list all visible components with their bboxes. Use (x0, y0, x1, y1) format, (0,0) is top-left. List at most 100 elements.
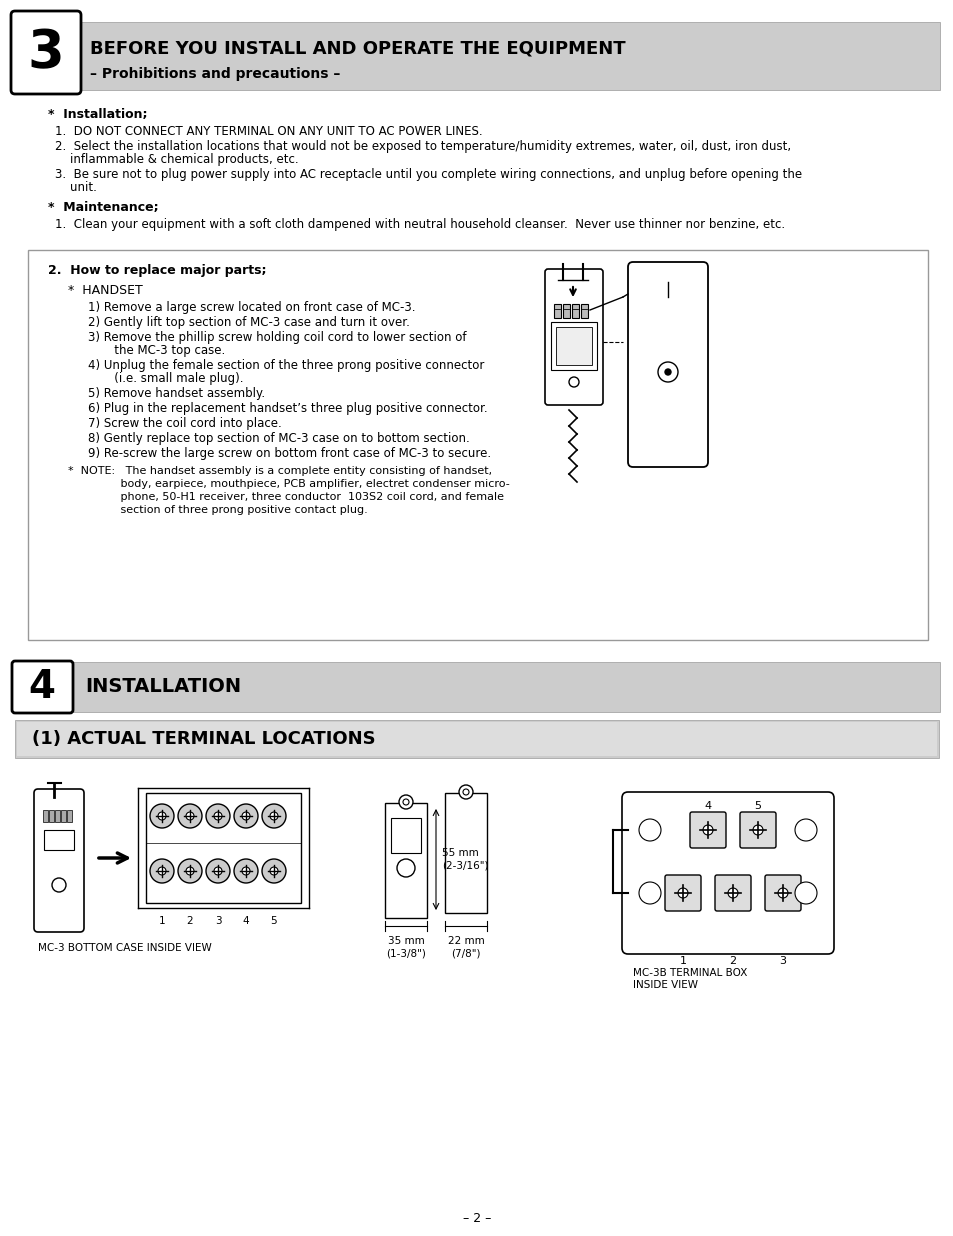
Text: – Prohibitions and precautions –: – Prohibitions and precautions – (90, 67, 340, 82)
Circle shape (186, 866, 193, 875)
Text: 7) Screw the coil cord into place.: 7) Screw the coil cord into place. (88, 417, 281, 430)
FancyBboxPatch shape (28, 250, 927, 640)
Bar (44, 831, 74, 850)
Text: body, earpiece, mouthpiece, PCB amplifier, electret condenser micro-: body, earpiece, mouthpiece, PCB amplifie… (68, 480, 509, 489)
Circle shape (262, 859, 286, 883)
Circle shape (178, 859, 202, 883)
Text: 4: 4 (29, 667, 55, 706)
Circle shape (233, 859, 257, 883)
Circle shape (402, 798, 409, 805)
Text: 1.  Clean your equipment with a soft cloth dampened with neutral household clean: 1. Clean your equipment with a soft clot… (55, 218, 784, 231)
Circle shape (658, 362, 678, 382)
Text: 3: 3 (214, 916, 221, 926)
Circle shape (150, 803, 173, 828)
Circle shape (398, 795, 413, 810)
Text: MC-3B TERMINAL BOX: MC-3B TERMINAL BOX (633, 968, 746, 978)
FancyBboxPatch shape (52, 662, 939, 712)
Text: (2-3/16"): (2-3/16") (441, 861, 488, 871)
Text: *  NOTE:   The handset assembly is a complete entity consisting of handset,: * NOTE: The handset assembly is a comple… (68, 466, 492, 476)
Circle shape (242, 812, 250, 819)
Circle shape (178, 803, 202, 828)
FancyBboxPatch shape (15, 721, 938, 758)
Circle shape (752, 824, 762, 836)
Text: (7/8"): (7/8") (451, 948, 480, 958)
Circle shape (778, 887, 787, 899)
Circle shape (568, 377, 578, 387)
Circle shape (458, 785, 473, 798)
Bar (580, 304, 587, 318)
Circle shape (664, 370, 670, 375)
Text: 3) Remove the phillip screw holding coil cord to lower section of: 3) Remove the phillip screw holding coil… (88, 331, 466, 344)
Text: 5) Remove handset assembly.: 5) Remove handset assembly. (88, 387, 265, 400)
Text: 8) Gently replace top section of MC-3 case on to bottom section.: 8) Gently replace top section of MC-3 ca… (88, 433, 469, 445)
Bar (572, 304, 578, 318)
Text: 4) Unplug the female section of the three prong positive connector: 4) Unplug the female section of the thre… (88, 358, 484, 372)
Text: INSIDE VIEW: INSIDE VIEW (633, 980, 698, 990)
Text: 55 mm: 55 mm (441, 848, 478, 858)
Circle shape (262, 803, 286, 828)
Circle shape (150, 859, 173, 883)
Circle shape (206, 859, 230, 883)
Circle shape (270, 812, 277, 819)
Text: phone, 50-H1 receiver, three conductor  103S2 coil cord, and female: phone, 50-H1 receiver, three conductor 1… (68, 492, 503, 502)
Bar (562, 304, 569, 318)
Bar (444, 794, 486, 913)
Text: 9) Re-screw the large screw on bottom front case of MC-3 to secure.: 9) Re-screw the large screw on bottom fr… (88, 447, 491, 460)
Text: INSTALLATION: INSTALLATION (85, 677, 241, 697)
Circle shape (158, 812, 166, 819)
Text: 3.  Be sure not to plug power supply into AC receptacle until you complete wirin: 3. Be sure not to plug power supply into… (55, 168, 801, 180)
Text: MC-3 BOTTOM CASE INSIDE VIEW: MC-3 BOTTOM CASE INSIDE VIEW (38, 943, 212, 953)
Bar (554, 304, 560, 318)
Bar (43, 810, 48, 822)
Circle shape (702, 824, 712, 836)
Text: *  Maintenance;: * Maintenance; (48, 201, 158, 214)
FancyBboxPatch shape (52, 22, 939, 90)
Circle shape (794, 819, 816, 840)
Text: 6) Plug in the replacement handset’s three plug positive connector.: 6) Plug in the replacement handset’s thr… (88, 402, 487, 415)
Text: unit.: unit. (55, 180, 97, 194)
Text: 1) Remove a large screw located on front case of MC-3.: 1) Remove a large screw located on front… (88, 302, 416, 314)
FancyBboxPatch shape (714, 875, 750, 911)
FancyBboxPatch shape (740, 812, 775, 848)
Bar (391, 818, 420, 853)
Text: 5: 5 (271, 916, 277, 926)
Circle shape (639, 819, 660, 840)
Bar (385, 803, 427, 918)
Text: (i.e. small male plug).: (i.e. small male plug). (88, 372, 243, 384)
Text: section of three prong positive contact plug.: section of three prong positive contact … (68, 506, 367, 515)
FancyBboxPatch shape (34, 789, 84, 932)
Circle shape (270, 866, 277, 875)
Text: 2.  How to replace major parts;: 2. How to replace major parts; (48, 265, 266, 277)
Text: 2.  Select the installation locations that would not be exposed to temperature/h: 2. Select the installation locations tha… (55, 140, 790, 153)
Circle shape (727, 887, 738, 899)
Text: 22 mm: 22 mm (447, 936, 484, 946)
Text: 3: 3 (779, 955, 785, 967)
FancyBboxPatch shape (11, 11, 81, 94)
Text: 2) Gently lift top section of MC-3 case and turn it over.: 2) Gently lift top section of MC-3 case … (88, 316, 410, 329)
Circle shape (213, 866, 222, 875)
Circle shape (242, 866, 250, 875)
Bar (49, 810, 54, 822)
Text: 1: 1 (679, 955, 686, 967)
FancyBboxPatch shape (664, 875, 700, 911)
Text: 2: 2 (729, 955, 736, 967)
Text: – 2 –: – 2 – (462, 1211, 491, 1225)
Circle shape (678, 887, 687, 899)
FancyBboxPatch shape (627, 262, 707, 467)
Text: 4: 4 (242, 916, 249, 926)
Text: *  Installation;: * Installation; (48, 108, 148, 121)
Text: 35 mm: 35 mm (387, 936, 424, 946)
Text: inflammable & chemical products, etc.: inflammable & chemical products, etc. (55, 153, 298, 166)
Circle shape (396, 859, 415, 878)
Text: 1.  DO NOT CONNECT ANY TERMINAL ON ANY UNIT TO AC POWER LINES.: 1. DO NOT CONNECT ANY TERMINAL ON ANY UN… (55, 125, 482, 138)
FancyBboxPatch shape (621, 792, 833, 954)
FancyBboxPatch shape (12, 661, 73, 713)
Text: the MC-3 top case.: the MC-3 top case. (88, 344, 225, 357)
Bar (551, 323, 597, 370)
Text: 3: 3 (28, 27, 64, 79)
Bar (61, 810, 66, 822)
Circle shape (233, 803, 257, 828)
Circle shape (794, 883, 816, 904)
FancyBboxPatch shape (17, 722, 936, 756)
Text: *  HANDSET: * HANDSET (68, 284, 143, 297)
